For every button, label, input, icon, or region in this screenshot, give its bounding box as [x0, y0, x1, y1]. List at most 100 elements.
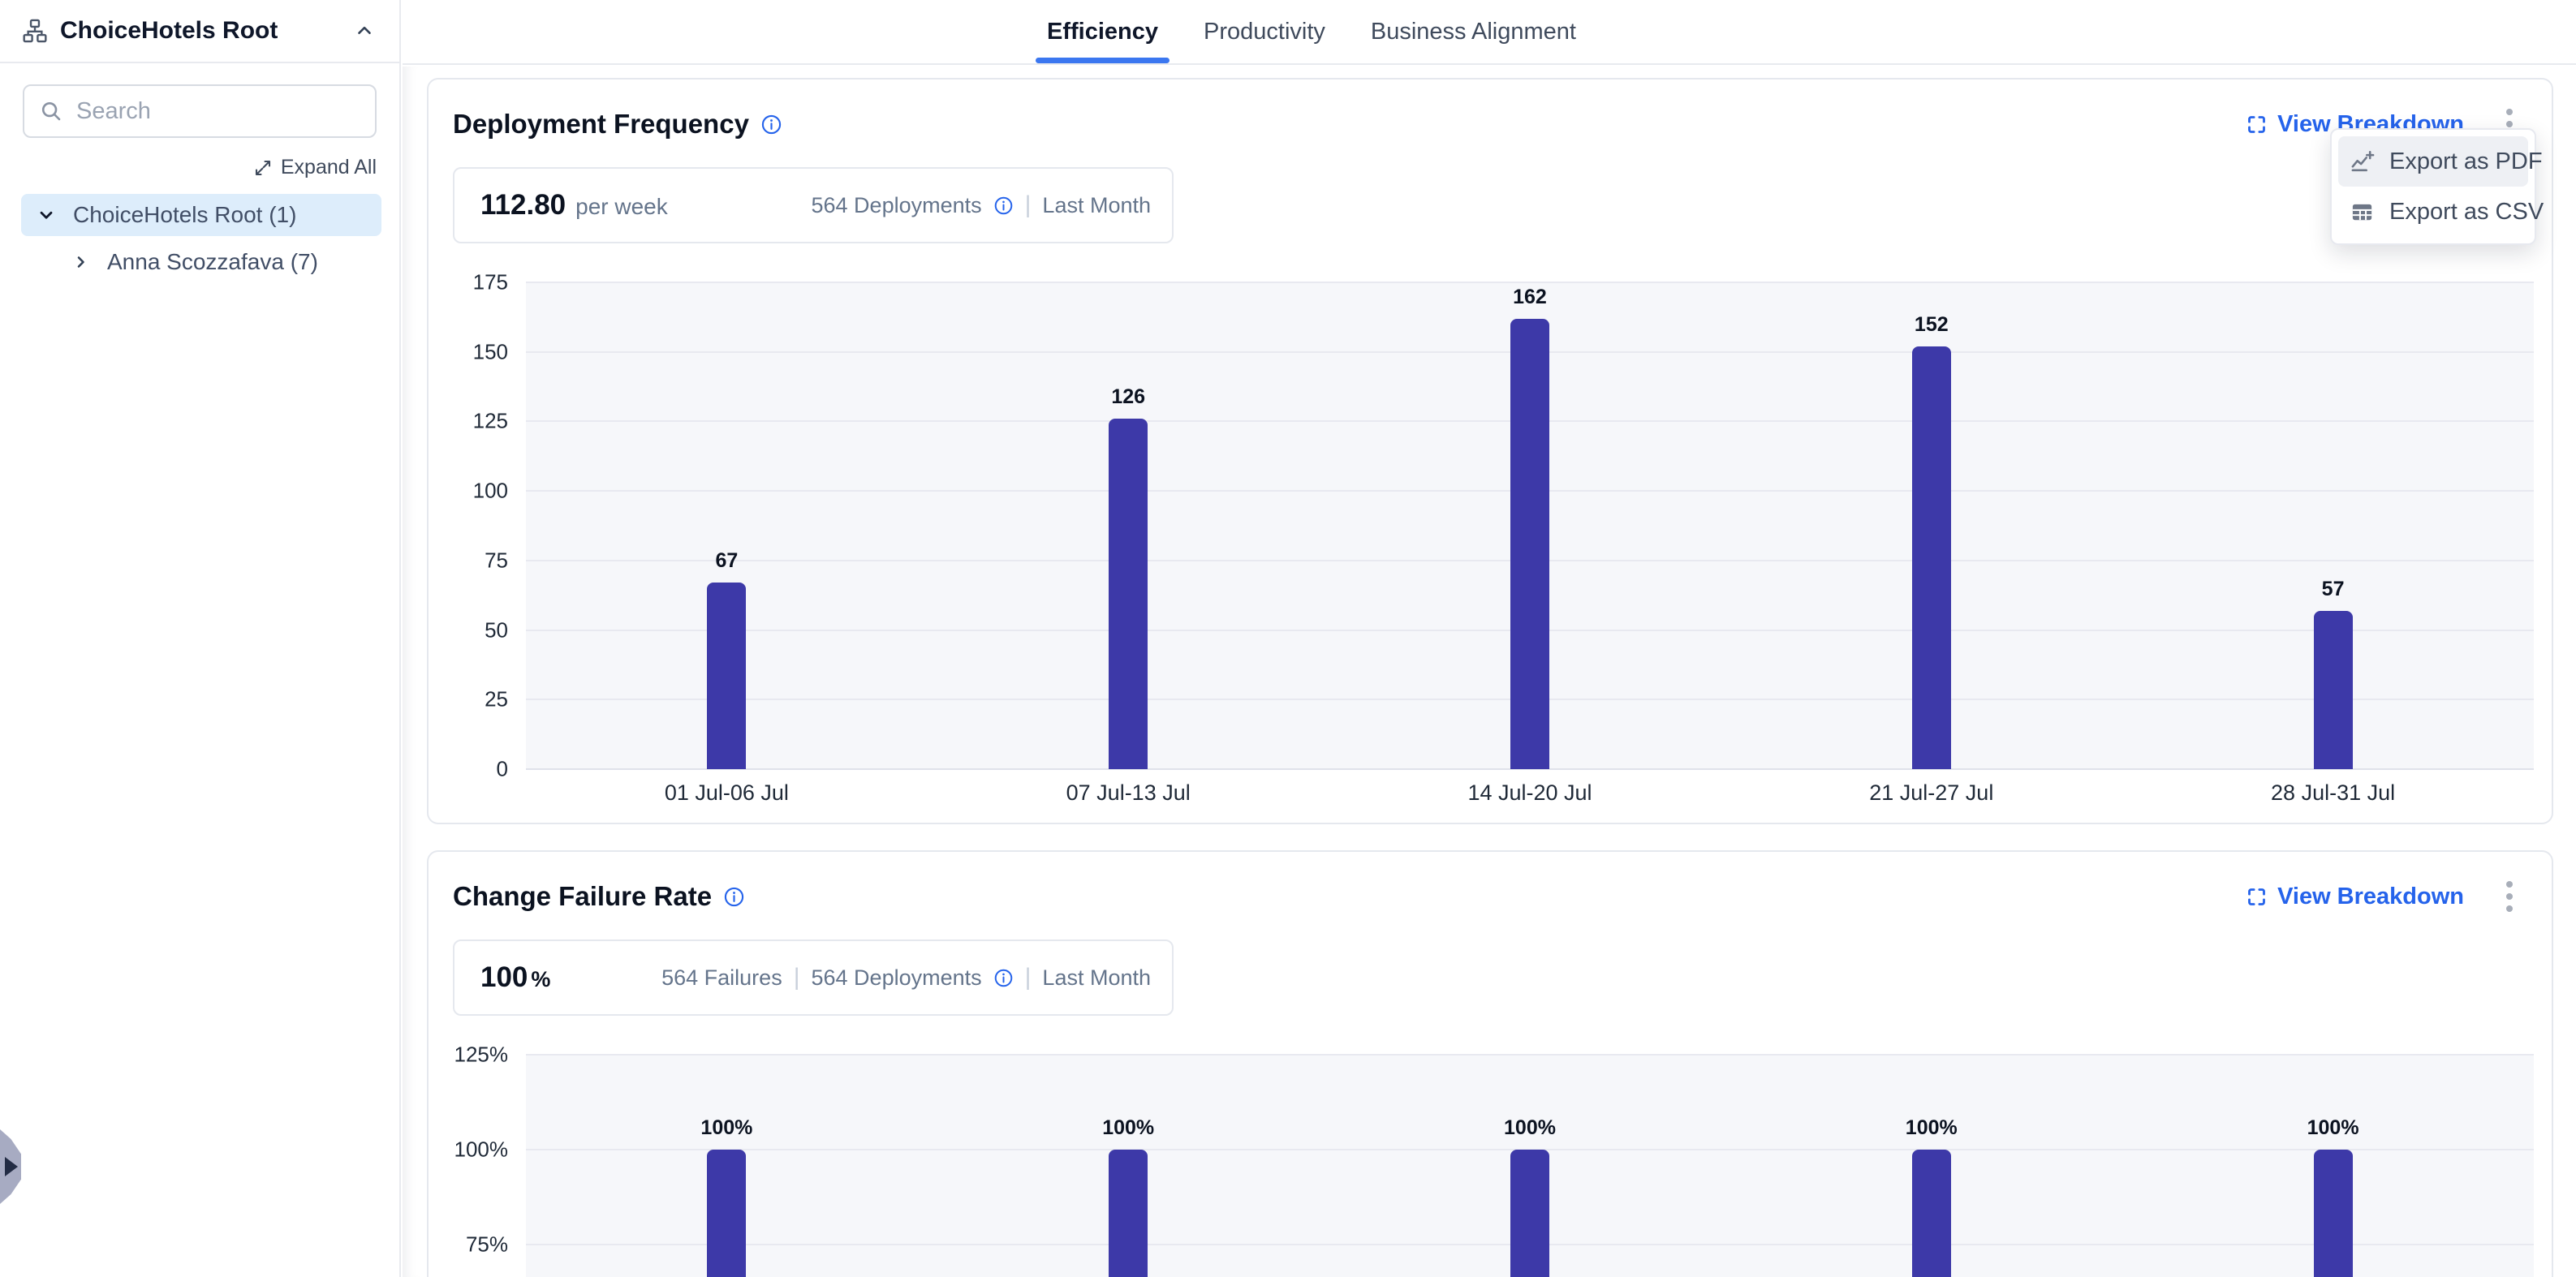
menu-item-export-pdf[interactable]: Export as PDF	[2338, 136, 2543, 187]
bar[interactable]	[707, 583, 747, 769]
tab-productivity[interactable]: Productivity	[1204, 18, 1325, 45]
expand-arrows-icon	[253, 158, 273, 178]
plot-area: 67 126 162 152 57	[526, 282, 2534, 770]
bar[interactable]	[1510, 318, 1549, 769]
menu-item-label: Export as PDF	[2389, 148, 2543, 174]
bar-column: 100%	[1329, 1055, 1731, 1277]
change-failure-rate-card: Change Failure Rate View Breakdown	[427, 850, 2553, 1277]
search-box[interactable]	[23, 84, 377, 138]
view-breakdown-label: View Breakdown	[2277, 883, 2464, 909]
y-tick-label: 75	[485, 548, 508, 573]
bar[interactable]	[1510, 1150, 1549, 1277]
tree-item-choicehotels-root[interactable]: ChoiceHotels Root (1)	[21, 194, 381, 236]
tree-item-label: ChoiceHotels Root (1)	[73, 202, 297, 227]
x-tick-label: 21 Jul-27 Jul	[1869, 780, 1994, 805]
expand-corners-icon	[2248, 888, 2265, 905]
stat-unit: per week	[575, 194, 668, 219]
stat-summary-box: 112.80 per week 564 Deployments | Last M…	[453, 167, 1174, 243]
bar[interactable]	[1911, 346, 1951, 769]
bar-column: 100%	[928, 1055, 1329, 1277]
dashboard-content: Deployment Frequency View Breakdown	[403, 67, 2576, 1277]
tree-item-label: Anna Scozzafava (7)	[107, 249, 318, 274]
bar-value-label: 57	[2321, 577, 2345, 600]
tab-business-alignment[interactable]: Business Alignment	[1370, 18, 1576, 45]
y-tick-label: 25	[485, 686, 508, 712]
deployment-frequency-chart: 0 25 50 75 100 125 150 175 67 126 162 152 57	[453, 270, 2534, 781]
play-right-icon	[5, 1157, 18, 1176]
change-failure-rate-chart: 75% 100% 125% 100% 100% 100% 100% 100%	[453, 1043, 2534, 1277]
chevron-right-icon[interactable]	[71, 252, 91, 272]
x-tick-label: 01 Jul-06 Jul	[664, 780, 789, 805]
bar-value-label: 100%	[1102, 1116, 1155, 1139]
bar-column: 152	[1730, 282, 2132, 769]
table-icon	[2350, 200, 2375, 225]
info-icon[interactable]	[993, 968, 1014, 988]
y-axis: 0 25 50 75 100 125 150 175	[453, 270, 526, 781]
y-tick-label: 150	[472, 339, 508, 364]
y-tick-label: 125	[472, 408, 508, 433]
card-title: Deployment Frequency	[453, 109, 749, 139]
main-area: Efficiency Productivity Business Alignme…	[403, 0, 2576, 1277]
bar[interactable]	[1109, 419, 1148, 769]
deployments-count: 564 Deployments	[811, 965, 982, 990]
y-tick-label: 50	[485, 617, 508, 643]
more-options-menu-button[interactable]	[2498, 876, 2521, 917]
menu-item-export-csv[interactable]: Export as CSV	[2338, 187, 2544, 237]
bar-column: 126	[928, 282, 1329, 769]
expand-corners-icon	[2248, 115, 2265, 133]
info-icon[interactable]	[723, 886, 745, 908]
bar-value-label: 100%	[700, 1116, 753, 1139]
org-hierarchy-icon	[21, 17, 49, 45]
export-menu: Export as PDF Export as CSV	[2330, 128, 2544, 245]
stat-value: 100	[480, 961, 528, 993]
y-tick-label: 175	[472, 269, 508, 295]
deployments-count: 564 Deployments	[811, 192, 982, 217]
gridline	[526, 282, 2534, 283]
sidebar-collapse-button[interactable]	[351, 17, 378, 45]
chevron-down-icon[interactable]	[36, 204, 57, 226]
y-tick-label: 125%	[454, 1042, 509, 1067]
bar-value-label: 67	[715, 549, 739, 573]
search-input[interactable]	[76, 97, 360, 125]
x-tick-label: 14 Jul-20 Jul	[1467, 780, 1592, 805]
bar-column: 57	[2132, 282, 2534, 769]
org-tree: ChoiceHotels Root (1) Anna Scozzafava (7…	[0, 194, 399, 283]
bar-column: 162	[1329, 282, 1731, 769]
chart-export-icon	[2350, 149, 2375, 174]
sidebar-title: ChoiceHotels Root	[60, 17, 278, 44]
x-axis-labels: 01 Jul-06 Jul 07 Jul-13 Jul 14 Jul-20 Jul 2…	[526, 780, 2534, 806]
bar[interactable]	[1911, 1150, 1951, 1277]
bar[interactable]	[2313, 1150, 2353, 1277]
tree-item-anna-scozzafava[interactable]: Anna Scozzafava (7)	[0, 241, 399, 283]
expand-all-button[interactable]: Expand All	[0, 156, 377, 179]
bar-column: 67	[526, 282, 928, 769]
view-breakdown-button[interactable]: View Breakdown	[2246, 884, 2464, 910]
stat-period: Last Month	[1042, 192, 1151, 217]
bars-layer: 100% 100% 100% 100% 100%	[526, 1055, 2534, 1277]
menu-item-label: Export as CSV	[2389, 198, 2544, 225]
bar-value-label: 152	[1914, 312, 1949, 336]
separator: |	[1024, 964, 1032, 991]
bar[interactable]	[2313, 610, 2353, 769]
gridline	[526, 768, 2534, 770]
tab-efficiency[interactable]: Efficiency	[1036, 0, 1170, 63]
failures-count: 564 Failures	[661, 965, 782, 990]
stat-value: 112.80	[480, 189, 566, 221]
y-tick-label: 75%	[465, 1232, 508, 1257]
y-tick-label: 100	[472, 478, 508, 503]
x-tick-label: 07 Jul-13 Jul	[1066, 780, 1191, 805]
gridline	[526, 1054, 2534, 1056]
separator: |	[1024, 191, 1032, 218]
plot-area: 100% 100% 100% 100% 100%	[526, 1054, 2534, 1277]
info-icon[interactable]	[760, 114, 782, 135]
y-tick-label: 0	[496, 756, 508, 781]
bar-value-label: 100%	[1504, 1116, 1556, 1139]
expand-all-label: Expand All	[280, 156, 377, 178]
bar[interactable]	[1109, 1150, 1148, 1277]
bar-value-label: 126	[1111, 385, 1146, 408]
bars-layer: 67 126 162 152 57	[526, 282, 2534, 769]
tab-bar: Efficiency Productivity Business Alignme…	[403, 0, 2576, 65]
y-axis: 75% 100% 125%	[453, 1043, 526, 1277]
bar[interactable]	[707, 1150, 747, 1277]
info-icon[interactable]	[993, 196, 1014, 216]
